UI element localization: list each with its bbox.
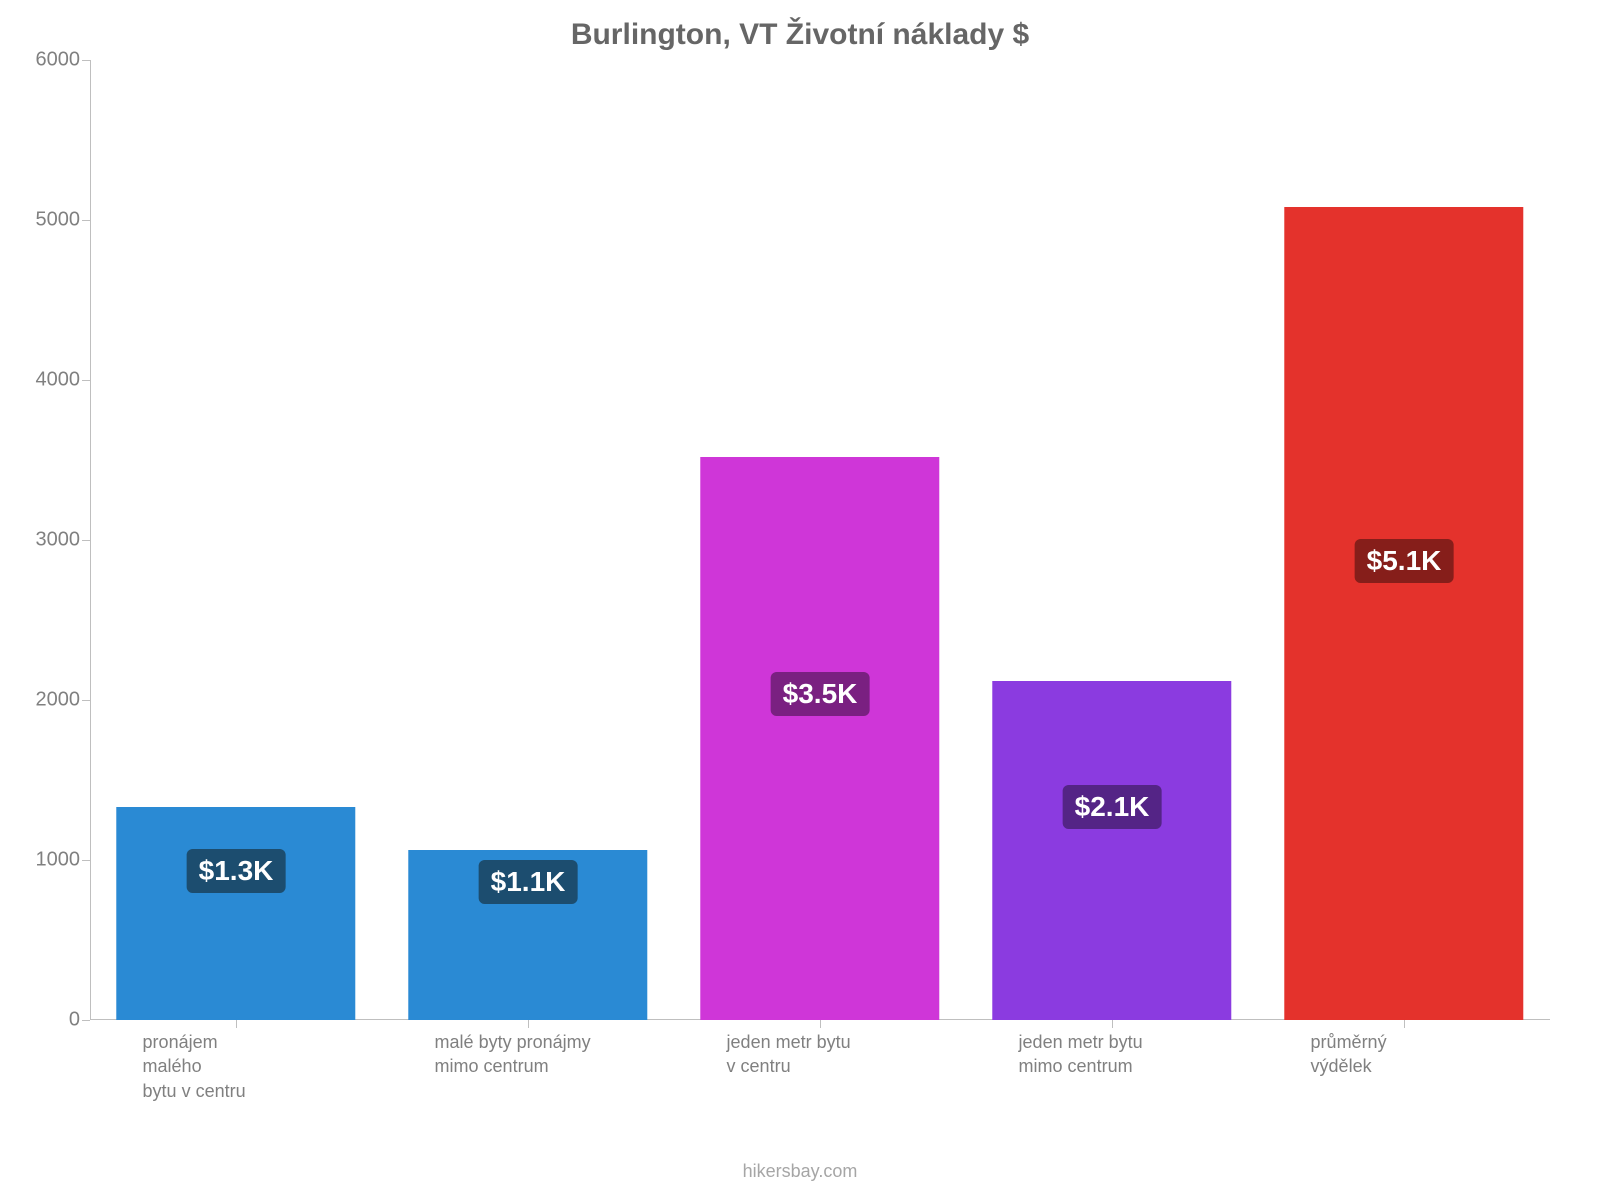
bar [116, 807, 355, 1020]
x-tick-mark [820, 1020, 821, 1028]
bar-value-label: $1.3K [187, 849, 286, 893]
x-tick-mark [1404, 1020, 1405, 1028]
bar-slot: $3.5K [674, 60, 966, 1020]
bars-group: $1.3K $1.1K $3.5K $2.1K $5.1K [90, 60, 1550, 1020]
chart-container: Burlington, VT Životní náklady $ 0 1000 20… [0, 0, 1600, 1200]
bar-slot: $5.1K [1258, 60, 1550, 1020]
y-tick-label: 1000 [20, 849, 80, 872]
y-tick-mark [82, 700, 90, 701]
y-tick-label: 6000 [20, 49, 80, 72]
bar [992, 681, 1231, 1020]
chart-footer: hikersbay.com [0, 1161, 1600, 1182]
x-tick-label: pronájem malého bytu v centru [143, 1030, 246, 1103]
x-tick-mark [236, 1020, 237, 1028]
bar-slot: $2.1K [966, 60, 1258, 1020]
y-tick-label: 5000 [20, 209, 80, 232]
y-tick-mark [82, 860, 90, 861]
y-tick-label: 4000 [20, 369, 80, 392]
bar-value-label: $2.1K [1063, 785, 1162, 829]
chart-title: Burlington, VT Životní náklady $ [0, 18, 1600, 52]
bar-value-label: $1.1K [479, 860, 578, 904]
x-tick-mark [1112, 1020, 1113, 1028]
x-tick-label: malé byty pronájmy mimo centrum [435, 1030, 591, 1079]
y-tick-mark [82, 1020, 90, 1021]
y-tick-mark [82, 60, 90, 61]
bar [700, 457, 939, 1020]
y-tick-label: 2000 [20, 689, 80, 712]
x-tick-label: jeden metr bytu mimo centrum [1019, 1030, 1143, 1079]
bar-value-label: $3.5K [771, 672, 870, 716]
plot-area: 0100020003000400050006000 $1.3K$1.1K$3.5… [90, 60, 1550, 1020]
bar-slot: $1.3K [90, 60, 382, 1020]
y-tick-label: 0 [20, 1009, 80, 1032]
y-tick-label: 3000 [20, 529, 80, 552]
x-tick-mark [528, 1020, 529, 1028]
y-tick-mark [82, 380, 90, 381]
bar [1284, 207, 1523, 1020]
bar-slot: $1.1K [382, 60, 674, 1020]
x-tick-label: jeden metr bytu v centru [727, 1030, 851, 1079]
y-tick-mark [82, 540, 90, 541]
bar-value-label: $5.1K [1355, 539, 1454, 583]
y-tick-mark [82, 220, 90, 221]
x-tick-label: průměrný výdělek [1311, 1030, 1387, 1079]
